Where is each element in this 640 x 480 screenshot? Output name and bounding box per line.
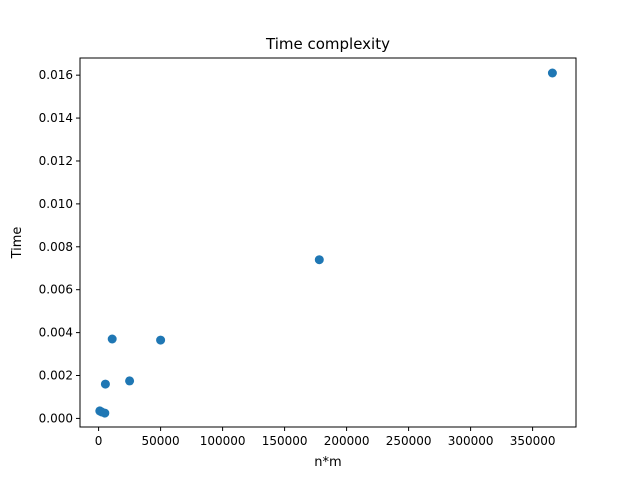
x-tick-label: 0 — [95, 434, 103, 448]
y-axis-label: Time — [10, 227, 25, 260]
y-axis: 0.000 0.002 0.004 0.006 0.008 0.010 0.012 0.014… — [39, 68, 80, 425]
x-tick-label: 300000 — [448, 434, 494, 448]
y-tick-label: 0.002 — [39, 369, 73, 383]
y-tick-label: 0.006 — [39, 283, 73, 297]
y-tick-label: 0.008 — [39, 240, 73, 254]
x-tick-label: 50000 — [142, 434, 180, 448]
plot-area — [95, 68, 557, 418]
y-tick-label: 0.014 — [39, 111, 73, 125]
x-tick-label: 250000 — [386, 434, 432, 448]
y-tick-label: 0.010 — [39, 197, 73, 211]
x-tick-label: 150000 — [262, 434, 308, 448]
data-point-6 — [125, 376, 135, 386]
data-point-8 — [314, 255, 324, 265]
y-tick-label: 0.004 — [39, 326, 73, 340]
data-point-7 — [156, 335, 166, 345]
x-axis-label: n*m — [314, 455, 341, 470]
x-axis: 0 50000 100000 150000 200000 250000 300000 3500… — [95, 427, 556, 448]
data-point-4 — [100, 379, 110, 389]
chart-title: Time complexity — [265, 35, 390, 53]
data-point-5 — [107, 334, 117, 344]
data-point-9 — [547, 68, 557, 78]
x-tick-label: 100000 — [200, 434, 246, 448]
axes-frame — [79, 57, 577, 428]
data-point-3 — [100, 408, 110, 418]
x-tick-label: 200000 — [324, 434, 370, 448]
y-tick-label: 0.012 — [39, 154, 73, 168]
x-tick-label: 350000 — [510, 434, 556, 448]
y-tick-label: 0.000 — [39, 411, 73, 425]
y-tick-label: 0.016 — [39, 68, 73, 82]
